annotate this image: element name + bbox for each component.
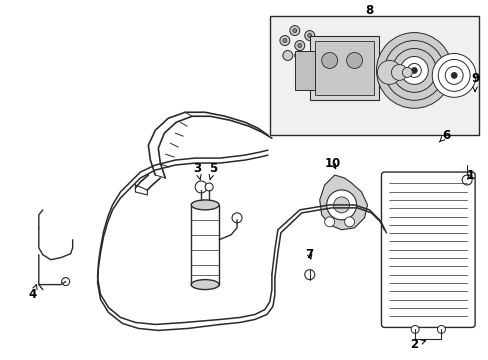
Text: 2: 2 (409, 338, 425, 351)
Text: 6: 6 (438, 129, 449, 142)
Text: 9: 9 (470, 72, 478, 91)
FancyBboxPatch shape (381, 172, 474, 328)
Polygon shape (319, 175, 367, 230)
Circle shape (294, 50, 304, 60)
Circle shape (307, 33, 311, 37)
Circle shape (282, 50, 292, 60)
Circle shape (344, 217, 354, 227)
Bar (309, 36, 379, 100)
Circle shape (431, 54, 475, 97)
Circle shape (282, 39, 286, 42)
Circle shape (376, 32, 451, 108)
Circle shape (437, 59, 469, 91)
Circle shape (232, 213, 242, 223)
Circle shape (444, 67, 462, 84)
Bar (269, 15, 478, 135)
Circle shape (304, 31, 314, 41)
Ellipse shape (191, 280, 219, 289)
Circle shape (326, 190, 356, 220)
Circle shape (346, 53, 362, 68)
Circle shape (297, 44, 301, 48)
Circle shape (377, 60, 401, 84)
Circle shape (407, 63, 421, 77)
Text: 10: 10 (324, 157, 340, 170)
Circle shape (289, 26, 299, 36)
Circle shape (392, 49, 435, 92)
Text: 1: 1 (466, 168, 474, 181)
Bar (294, 50, 314, 90)
Circle shape (324, 217, 334, 227)
Text: 4: 4 (29, 285, 37, 301)
Circle shape (437, 325, 445, 333)
Circle shape (292, 28, 296, 32)
Circle shape (321, 53, 337, 68)
Circle shape (410, 325, 418, 333)
Circle shape (195, 181, 207, 193)
Circle shape (450, 72, 456, 78)
Circle shape (384, 41, 443, 100)
Circle shape (410, 67, 416, 73)
Circle shape (400, 57, 427, 84)
Circle shape (461, 175, 471, 185)
Circle shape (333, 197, 349, 213)
Text: 8: 8 (365, 4, 373, 17)
Circle shape (205, 183, 213, 191)
Circle shape (279, 36, 289, 45)
Circle shape (390, 64, 407, 80)
Bar (191, 205, 219, 285)
Circle shape (61, 278, 69, 285)
Ellipse shape (191, 200, 219, 210)
Circle shape (402, 67, 411, 77)
Text: 3: 3 (193, 162, 201, 180)
Text: 5: 5 (208, 162, 217, 180)
Bar (314, 41, 374, 95)
Text: 7: 7 (305, 248, 313, 261)
Circle shape (304, 270, 314, 280)
Circle shape (294, 41, 304, 50)
